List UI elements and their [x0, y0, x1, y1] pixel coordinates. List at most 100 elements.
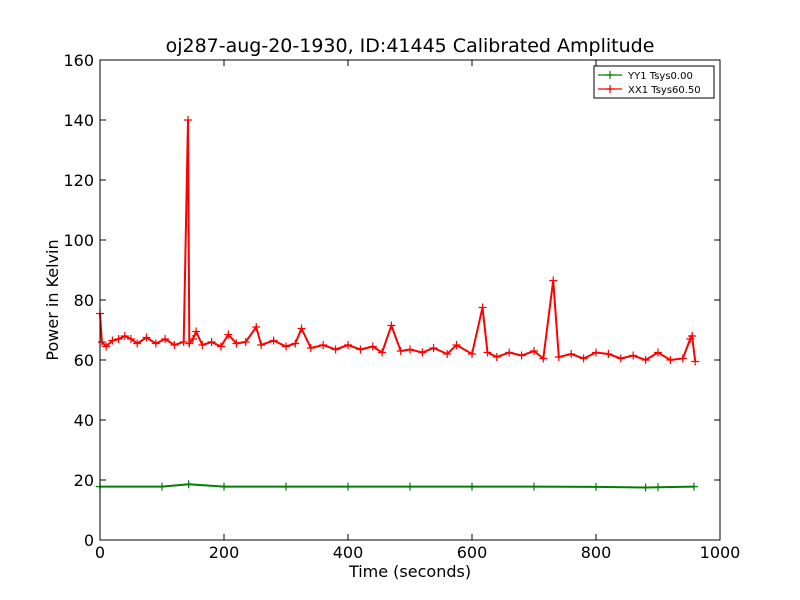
data-point-1-44 — [478, 303, 487, 312]
x-axis-label: Time (seconds) — [348, 562, 471, 581]
data-point-1-1 — [97, 338, 106, 346]
data-point-1-2 — [102, 342, 111, 351]
y-tick-label-1: 20 — [74, 471, 94, 490]
data-point-1-18 — [207, 338, 216, 346]
data-point-1-22 — [241, 338, 250, 346]
data-point-1-32 — [344, 341, 352, 349]
data-point-1-19 — [216, 342, 225, 351]
x-tick-label-4: 800 — [581, 543, 612, 562]
data-point-0-1 — [158, 482, 166, 491]
data-point-1-24 — [257, 341, 266, 349]
legend-label-1: XX1 Tsys60.50 — [628, 85, 701, 96]
legend-marker-0 — [606, 71, 614, 79]
data-point-1-21 — [232, 339, 241, 348]
data-point-0-9 — [592, 482, 600, 491]
data-point-1-5 — [120, 332, 129, 340]
data-point-1-34 — [368, 342, 377, 351]
data-point-1-25 — [269, 336, 278, 345]
x-tick-label-5: 1000 — [700, 543, 741, 562]
data-point-1-31 — [331, 345, 340, 354]
y-tick-label-4: 80 — [74, 291, 94, 310]
data-point-1-48 — [517, 351, 526, 360]
data-point-1-41 — [443, 350, 452, 358]
data-point-0-4 — [282, 482, 290, 491]
y-tick-label-7: 140 — [63, 111, 94, 130]
data-point-1-42 — [452, 341, 461, 349]
y-tick-label-0: 0 — [84, 531, 94, 550]
legend-marker-1 — [606, 85, 614, 93]
data-point-1-8 — [142, 333, 151, 342]
y-axis-label: Power in Kelvin — [43, 239, 62, 360]
data-point-1-50 — [539, 354, 548, 363]
data-point-0-5 — [344, 482, 352, 491]
data-point-1-16 — [192, 327, 201, 336]
y-tick-label-2: 40 — [74, 411, 94, 430]
legend-box — [593, 65, 715, 99]
data-point-1-14 — [185, 339, 194, 348]
data-point-1-47 — [505, 348, 514, 357]
data-point-1-6 — [127, 335, 135, 343]
data-point-1-56 — [604, 350, 613, 358]
data-point-1-37 — [396, 347, 405, 355]
data-point-1-17 — [198, 341, 207, 349]
data-point-0-2 — [184, 480, 193, 489]
x-tick-label-3: 600 — [457, 543, 488, 562]
data-point-1-59 — [641, 356, 650, 364]
data-point-0-10 — [641, 483, 650, 492]
data-point-1-35 — [378, 348, 387, 357]
data-point-1-9 — [151, 339, 160, 348]
data-point-1-43 — [468, 350, 476, 358]
data-point-1-52 — [554, 353, 563, 361]
data-point-1-10 — [161, 335, 170, 343]
data-point-1-12 — [179, 338, 188, 346]
x-tick-label-1: 200 — [209, 543, 240, 562]
data-point-1-29 — [306, 344, 315, 352]
chart-title: oj287-aug-20-1930, ID:41445 Calibrated A… — [166, 35, 655, 57]
data-point-1-55 — [592, 348, 600, 357]
x-tick-label-2: 400 — [333, 543, 364, 562]
data-point-1-60 — [654, 348, 662, 357]
data-point-1-28 — [297, 324, 306, 333]
data-point-0-11 — [654, 483, 662, 492]
data-point-1-54 — [579, 354, 588, 363]
data-point-1-33 — [356, 345, 365, 354]
data-point-1-30 — [319, 341, 328, 349]
series-1 — [96, 116, 700, 366]
y-tick-label-6: 120 — [63, 171, 94, 190]
x-tick-label-0: 0 — [95, 543, 105, 562]
data-point-0-12 — [689, 482, 698, 491]
data-point-1-51 — [549, 276, 558, 285]
data-point-1-27 — [291, 339, 300, 348]
data-point-1-20 — [224, 330, 233, 339]
plot-area — [96, 116, 700, 492]
data-point-1-62 — [678, 354, 687, 363]
data-point-1-38 — [406, 345, 414, 354]
data-point-0-8 — [530, 482, 538, 491]
legend: YY1 Tsys0.00 XX1 Tsys60.50 — [593, 65, 715, 99]
data-point-1-15 — [189, 335, 197, 343]
data-point-1-61 — [666, 356, 675, 364]
data-point-1-57 — [616, 354, 625, 363]
data-point-0-3 — [220, 482, 228, 491]
data-point-0-7 — [468, 482, 476, 491]
series-line-1 — [99, 119, 697, 362]
legend-label-0: YY1 Tsys0.00 — [627, 71, 693, 82]
y-tick-label-3: 60 — [74, 351, 94, 370]
data-point-1-26 — [282, 342, 290, 351]
data-point-0-6 — [406, 482, 414, 491]
data-point-1-64 — [688, 332, 697, 340]
axes: 0 200 400 600 800 1000 0 20 40 60 80 100 120 140 160 — [63, 51, 740, 562]
y-tick-label-8: 160 — [63, 51, 94, 70]
data-point-1-45 — [483, 348, 492, 357]
data-point-1-49 — [530, 347, 538, 355]
data-point-1-7 — [133, 339, 142, 348]
data-point-1-4 — [114, 335, 123, 343]
data-point-1-3 — [108, 336, 117, 345]
data-point-1-39 — [418, 348, 427, 357]
data-point-1-65 — [691, 357, 700, 366]
y-tick-label-5: 100 — [63, 231, 94, 250]
data-point-1-46 — [492, 353, 501, 361]
data-point-1-40 — [429, 344, 438, 352]
